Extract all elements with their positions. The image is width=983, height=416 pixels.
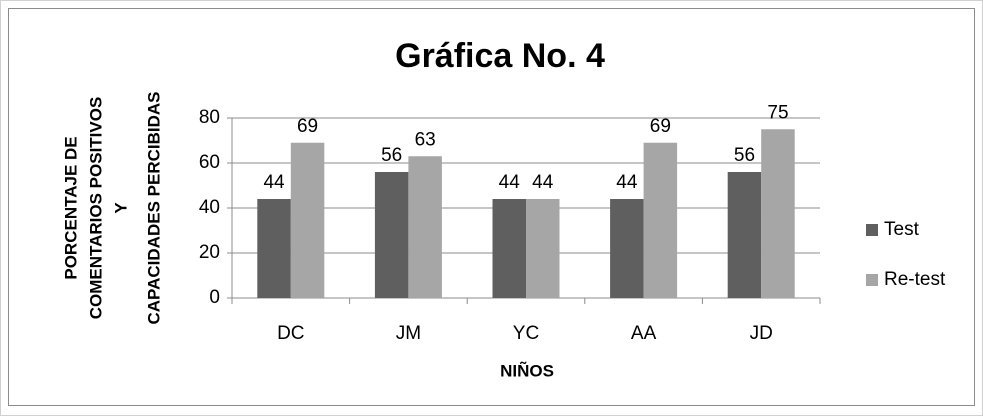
x-tick-label: YC (513, 323, 539, 344)
chart-title: Gráfica No. 4 (395, 37, 605, 75)
chart-border (8, 8, 975, 406)
x-axis-title: NIÑOS (500, 360, 554, 380)
bar (408, 156, 442, 298)
legend-swatch (866, 274, 878, 286)
x-tick-label: DC (277, 323, 304, 344)
y-axis-title-line: CAPACIDADES PERCIBIDAS (144, 92, 163, 325)
legend-swatch (866, 224, 878, 236)
data-label: 75 (767, 102, 788, 123)
bar (526, 199, 560, 298)
bar (290, 142, 325, 298)
y-axis-title: PORCENTAJE DE COMENTARIOS POSITIVOS Y CAPAC… (61, 92, 163, 325)
bar (727, 172, 762, 298)
data-label: 56 (734, 145, 755, 166)
x-tick-label: AA (631, 323, 657, 344)
data-label: 44 (263, 172, 285, 193)
data-label: 44 (532, 172, 554, 193)
data-label: 69 (297, 116, 318, 137)
bar (492, 199, 526, 298)
x-tick-label: JM (396, 323, 421, 344)
y-tick-label: 60 (199, 152, 220, 173)
bar (761, 129, 795, 298)
y-axis-title-line: COMENTARIOS POSITIVOS (86, 97, 105, 320)
legend-label: Test (884, 219, 920, 240)
y-axis-title-line: Y (111, 202, 130, 214)
y-tick-label: 0 (209, 287, 220, 308)
data-label: 69 (650, 116, 671, 137)
bar (610, 199, 644, 298)
data-label: 56 (381, 145, 402, 166)
y-axis-title-line: PORCENTAJE DE (61, 136, 80, 279)
legend-label: Re-test (884, 269, 946, 290)
bar (374, 172, 409, 298)
y-tick-label: 20 (199, 242, 220, 263)
y-tick-label: 80 (199, 107, 220, 128)
bar (257, 199, 291, 298)
data-label: 63 (415, 129, 436, 150)
y-tick-label: 40 (199, 197, 220, 218)
x-tick-label: JD (750, 323, 773, 344)
data-label: 44 (499, 172, 521, 193)
data-label: 44 (616, 172, 638, 193)
bar (643, 142, 678, 298)
